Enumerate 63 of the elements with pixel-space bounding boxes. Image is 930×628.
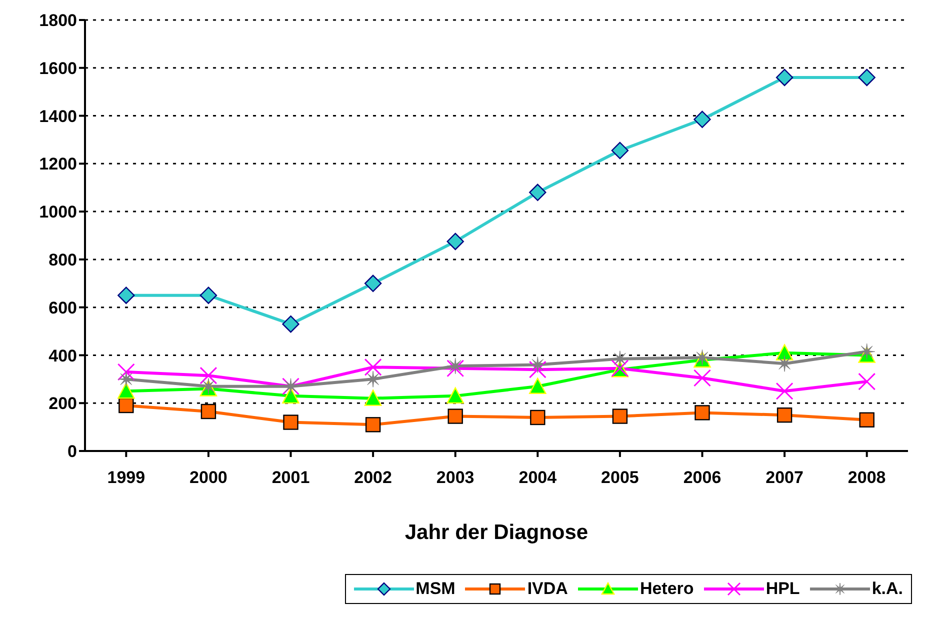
x-tick-label: 2000 bbox=[190, 468, 228, 488]
x-tick-label: 2007 bbox=[766, 468, 804, 488]
point bbox=[858, 68, 876, 86]
legend-label: HPL bbox=[766, 579, 800, 599]
point bbox=[530, 410, 546, 426]
y-tick-label: 1000 bbox=[39, 202, 77, 222]
point bbox=[776, 407, 792, 423]
point bbox=[200, 366, 218, 384]
point bbox=[446, 360, 464, 378]
point bbox=[200, 404, 216, 420]
y-tick-label: 1600 bbox=[39, 58, 77, 78]
point bbox=[118, 382, 135, 399]
point bbox=[858, 343, 876, 360]
point bbox=[448, 408, 463, 424]
point bbox=[529, 184, 546, 201]
point bbox=[118, 370, 134, 388]
point bbox=[446, 387, 464, 404]
point bbox=[282, 315, 300, 333]
x-tick-label: 1999 bbox=[107, 468, 146, 488]
point bbox=[776, 344, 794, 360]
y-tick-label: 400 bbox=[48, 346, 77, 366]
x-tick-label: 2001 bbox=[272, 468, 310, 488]
point bbox=[282, 387, 300, 404]
point bbox=[528, 360, 546, 378]
point bbox=[612, 408, 628, 424]
legend-label: Hetero bbox=[640, 579, 694, 599]
x-tick-label: 2004 bbox=[518, 468, 558, 488]
legend-label: k.A. bbox=[872, 579, 903, 599]
point bbox=[365, 417, 381, 432]
point bbox=[283, 414, 298, 430]
point bbox=[529, 378, 546, 394]
y-tick-label: 1200 bbox=[39, 154, 77, 174]
point bbox=[446, 232, 464, 250]
legend-label: MSM bbox=[416, 579, 456, 599]
x-axis-title: Jahr der Diagnose bbox=[404, 521, 588, 544]
x-tick-label: 2002 bbox=[354, 468, 392, 488]
point bbox=[364, 358, 382, 376]
point bbox=[364, 274, 382, 292]
point bbox=[776, 68, 794, 86]
point bbox=[200, 286, 218, 304]
point bbox=[859, 412, 874, 428]
y-tick-label: 800 bbox=[48, 250, 77, 270]
point bbox=[858, 372, 876, 390]
x-tick-label: 2006 bbox=[683, 468, 722, 488]
point bbox=[117, 363, 135, 381]
x-tick-label: 2003 bbox=[436, 468, 474, 488]
point bbox=[694, 369, 711, 387]
y-tick-label: 0 bbox=[68, 442, 77, 462]
legend-label: IVDA bbox=[527, 579, 568, 599]
point bbox=[364, 390, 382, 406]
point bbox=[776, 382, 794, 400]
x-tick-label: 2008 bbox=[848, 468, 886, 488]
point bbox=[118, 286, 135, 304]
point bbox=[529, 356, 546, 374]
point bbox=[611, 142, 629, 160]
y-tick-label: 1800 bbox=[39, 11, 77, 30]
y-tick-label: 200 bbox=[48, 394, 77, 414]
y-tick-label: 600 bbox=[48, 298, 77, 318]
point bbox=[694, 405, 710, 420]
point bbox=[118, 398, 134, 414]
point bbox=[694, 110, 711, 128]
y-tick-label: 1400 bbox=[39, 106, 77, 126]
x-tick-label: 2005 bbox=[601, 468, 639, 488]
